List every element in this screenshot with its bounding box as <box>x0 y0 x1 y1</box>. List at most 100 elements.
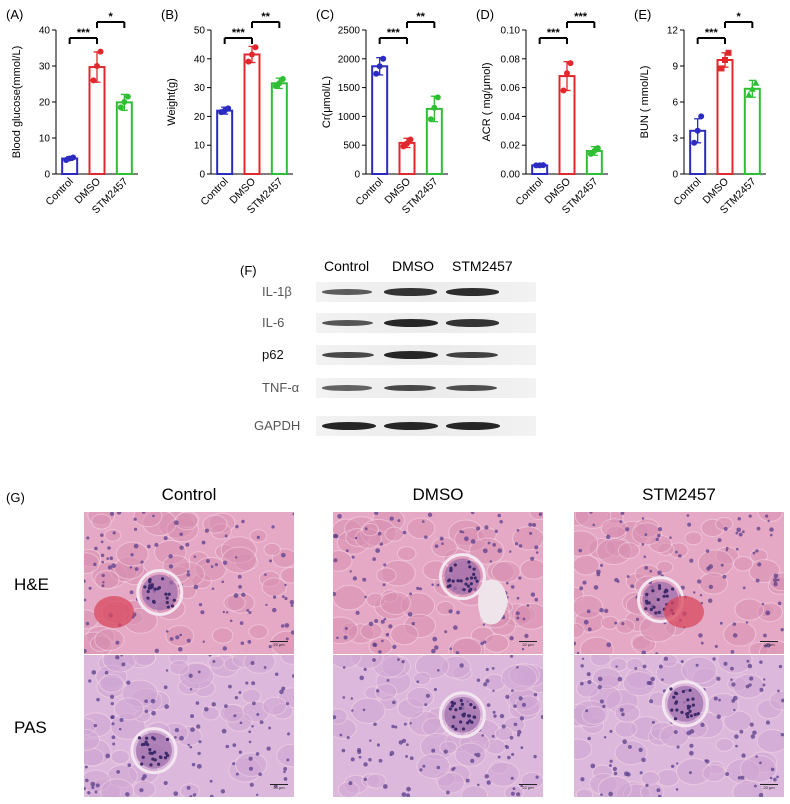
x-tick-label: Control <box>513 176 545 208</box>
bar-control <box>371 65 389 175</box>
scale-bar: 20 μm <box>519 641 537 648</box>
y-tick-label: 2000 <box>338 54 361 65</box>
panel-letter-4: (E) <box>634 7 652 22</box>
panel-letter-0: (A) <box>6 7 24 22</box>
data-point <box>97 48 104 55</box>
panel-letter-2: (C) <box>316 7 335 22</box>
significance-label: *** <box>705 27 719 39</box>
data-point <box>276 80 283 87</box>
western-blot-panel: (F) Control DMSO STM2457 IL-1β IL-6 p62 TNF… <box>240 255 540 455</box>
blot-row-label: TNF-α <box>262 380 300 395</box>
data-point <box>718 65 725 72</box>
data-point <box>124 93 131 100</box>
blot-row-label: IL-1β <box>262 284 292 299</box>
blot-band <box>322 422 376 430</box>
data-point <box>722 57 728 63</box>
data-point <box>225 105 232 112</box>
data-point <box>560 87 567 94</box>
y-axis-label: ACR ( mg/μmol) <box>481 62 493 141</box>
bar-stm2457 <box>270 82 288 175</box>
data-point <box>567 60 574 67</box>
blot-band <box>446 351 498 359</box>
y-tick-label: 1500 <box>338 83 361 94</box>
y-axis-label: Blood glucose(mmol/L) <box>11 46 23 159</box>
y-tick-label: 6 <box>672 98 678 109</box>
y-tick-label: 30 <box>39 62 51 73</box>
panel-letter-f: (F) <box>240 263 257 278</box>
data-point <box>748 85 756 92</box>
data-point <box>249 51 255 58</box>
data-point <box>245 58 252 65</box>
panel-letter-g: (G) <box>6 490 25 505</box>
bar-dmso <box>243 53 261 175</box>
histology-column-control: Control <box>161 485 217 504</box>
data-point <box>594 145 601 152</box>
y-tick-label: 30 <box>194 83 206 94</box>
y-tick-label: 0 <box>354 170 360 181</box>
y-tick-label: 9 <box>672 62 678 73</box>
data-point <box>434 94 441 101</box>
data-point <box>121 99 128 105</box>
scale-bar: 20 μm <box>519 784 537 791</box>
y-tick-label: 40 <box>194 54 206 65</box>
data-point <box>380 55 387 62</box>
significance-label: *** <box>387 27 401 39</box>
y-tick-label: 0 <box>44 170 50 181</box>
blot-band <box>384 288 437 296</box>
blot-band <box>322 289 373 295</box>
significance-label: *** <box>574 11 588 23</box>
bar-dmso <box>88 66 106 175</box>
scale-bar: 20 μm <box>760 641 778 648</box>
data-point <box>279 75 286 82</box>
y-tick-label: 500 <box>343 141 360 152</box>
y-tick-label: 2500 <box>338 26 361 37</box>
histology-column-stm2457: STM2457 <box>642 485 716 504</box>
scale-bar: 20 μm <box>270 641 288 648</box>
bar-chart-3: 0.00 0.02 0.04 0.06 0.08 0.10 ACR ( mg/μmol) Co… <box>481 11 608 216</box>
y-tick-label: 3 <box>672 134 678 145</box>
significance-label: ** <box>261 11 270 23</box>
blot-column-dmso: DMSO <box>392 258 434 274</box>
y-tick-label: 20 <box>194 112 206 123</box>
y-axis-label: Cr(μmol/L) <box>321 76 333 128</box>
data-point <box>404 140 410 147</box>
data-point <box>564 70 570 77</box>
significance-label: *** <box>77 27 91 39</box>
y-tick-label: 0.10 <box>501 26 521 37</box>
x-tick-label: Control <box>43 176 75 208</box>
y-tick-label: 0.06 <box>501 83 521 94</box>
y-tick-label: 12 <box>667 26 679 37</box>
y-tick-label: 0.04 <box>501 112 521 123</box>
y-tick-label: 10 <box>39 134 51 145</box>
blot-row-label: IL-6 <box>262 315 285 330</box>
blot-band <box>384 384 436 392</box>
significance-label: * <box>109 11 114 23</box>
y-tick-label: 10 <box>194 141 206 152</box>
scale-bar: 20 μm <box>270 784 288 791</box>
panel-letter-3: (D) <box>476 7 495 22</box>
histology-image: 20 μm <box>84 512 294 654</box>
bar-stm2457 <box>743 87 761 175</box>
significance-label: * <box>737 11 742 23</box>
blot-band <box>384 351 438 359</box>
blot-band <box>322 385 372 391</box>
data-point <box>725 49 732 56</box>
y-tick-label: 50 <box>194 26 206 37</box>
blot-band <box>384 319 438 327</box>
x-tick-label: Control <box>353 176 385 208</box>
blot-row-label: GAPDH <box>254 418 301 433</box>
bar-dmso <box>716 59 734 175</box>
significance-label: ** <box>416 11 425 23</box>
data-point <box>373 70 380 77</box>
data-point <box>431 104 438 111</box>
data-point <box>94 63 100 69</box>
scale-bar: 20 μm <box>760 784 778 791</box>
x-tick-label: Control <box>671 176 703 208</box>
data-point <box>694 127 701 134</box>
blot-band <box>446 288 500 296</box>
blot-band <box>322 351 374 359</box>
y-tick-label: 40 <box>39 26 51 37</box>
y-tick-label: 1000 <box>338 112 361 123</box>
